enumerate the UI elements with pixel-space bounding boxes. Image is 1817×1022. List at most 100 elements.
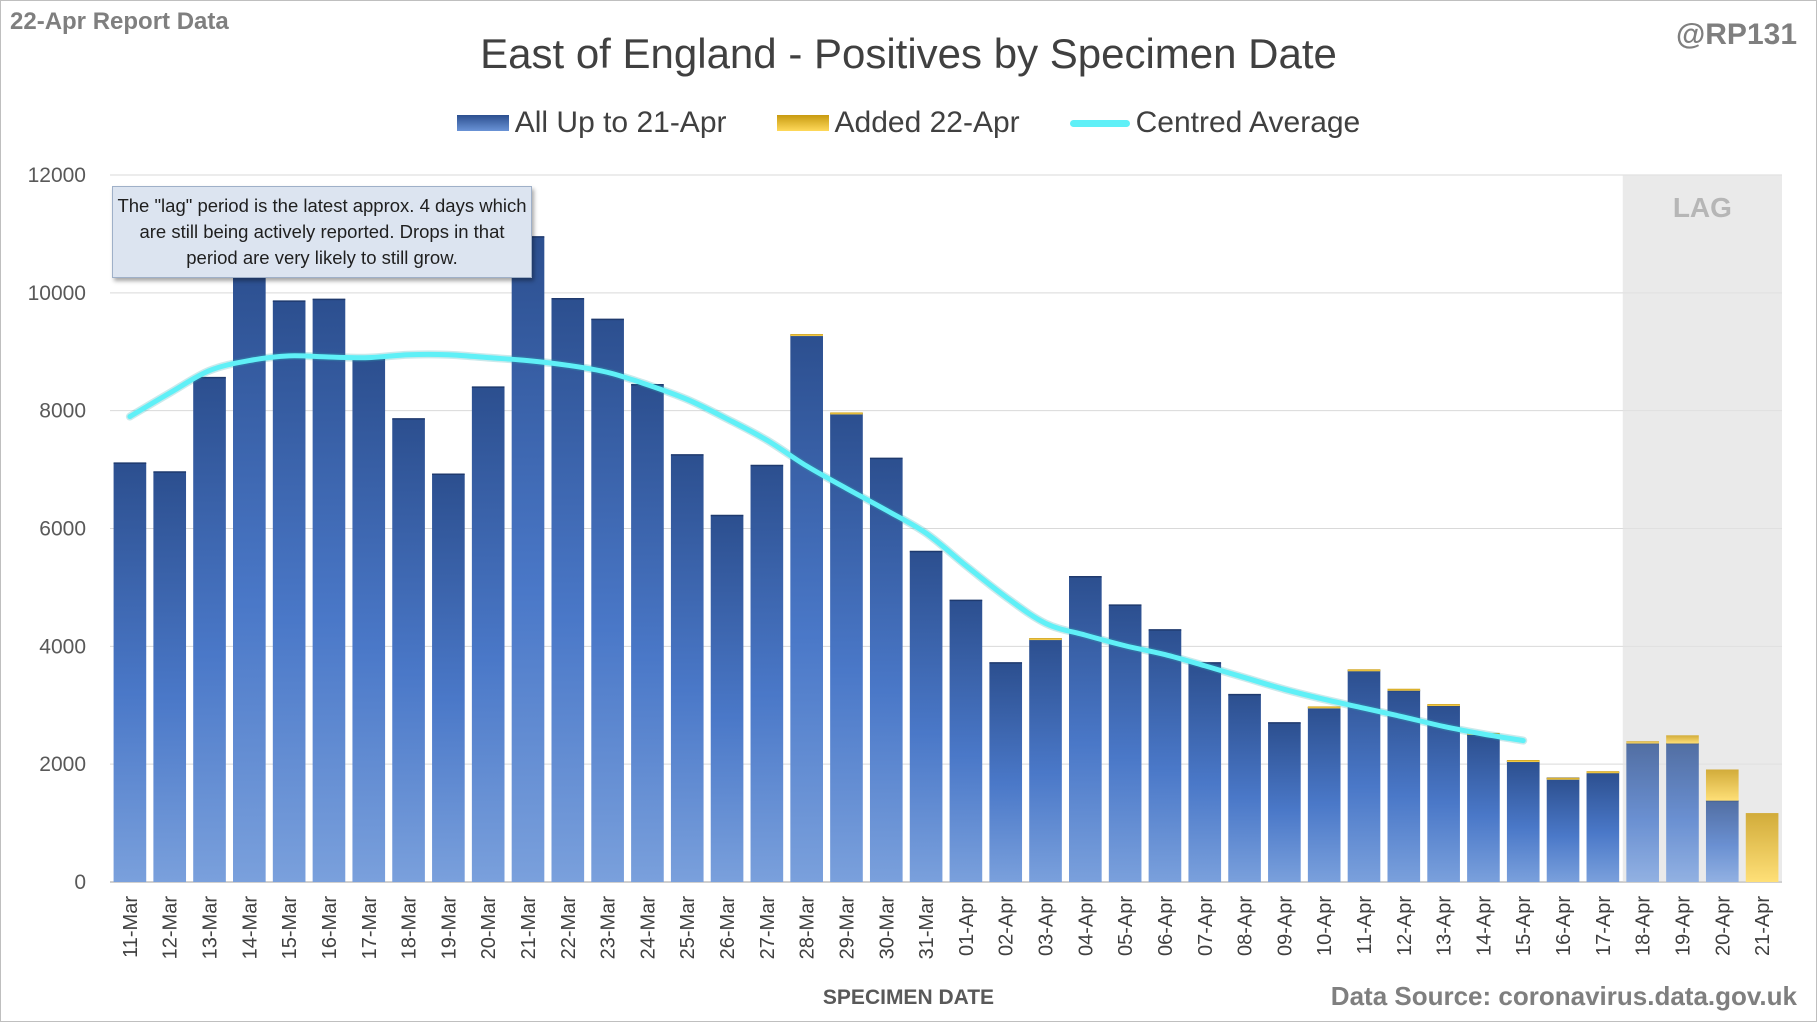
legend-item-base: All Up to 21-Apr (456, 106, 727, 140)
bar-base (272, 301, 306, 882)
x-tick-label: 02-Apr (996, 896, 1018, 956)
bar-base (471, 387, 505, 882)
legend-item-average: Centred Average (1069, 106, 1361, 140)
x-tick-label: 24-Mar (637, 896, 659, 960)
bar-base (1586, 772, 1620, 882)
bar-base (710, 515, 744, 882)
x-tick-label: 11-Apr (1354, 896, 1376, 955)
bar-base (1427, 705, 1460, 882)
bar-base (1307, 707, 1341, 882)
bar-base (949, 600, 983, 882)
bar-added (1347, 669, 1381, 672)
legend-label-added: Added 22-Apr (834, 106, 1020, 139)
bar-base (1626, 743, 1659, 882)
y-tick-label: 8000 (39, 400, 86, 423)
bar-added (1387, 688, 1421, 691)
x-tick-label: 15-Apr (1513, 896, 1535, 956)
x-tick-label: 17-Mar (359, 896, 381, 960)
bar-base (1387, 690, 1421, 882)
lag-label: LAG (1673, 192, 1732, 223)
gridlines (110, 174, 1782, 883)
x-axis-title: SPECIMEN DATE (822, 986, 995, 1009)
legend-swatch-base (456, 115, 509, 131)
bar-base (909, 551, 943, 882)
bar-base (1148, 629, 1182, 882)
bar-base (1108, 605, 1142, 882)
x-tick-label: 31-Mar (916, 896, 938, 960)
average-line (127, 351, 1526, 744)
x-tick-label: 05-Apr (1115, 896, 1137, 956)
x-tick-label: 12-Mar (160, 896, 182, 960)
legend-label-average: Centred Average (1135, 106, 1361, 139)
bar-added (1546, 777, 1580, 780)
bar-base (631, 384, 664, 882)
average-line-layer (125, 350, 1528, 745)
x-tick-label: 19-Mar (438, 896, 460, 960)
bar-base (1228, 694, 1261, 882)
x-tick-label: 15-Mar (279, 896, 301, 960)
y-tick-label: 10000 (28, 282, 86, 305)
x-tick-label: 11-Mar (120, 896, 142, 958)
legend-swatch-average (1069, 119, 1130, 127)
legend-swatch-added (776, 115, 829, 131)
x-tick-label: 29-Mar (836, 896, 858, 960)
bar-base (392, 418, 425, 882)
x-tick-label: 12-Apr (1394, 896, 1416, 956)
bar-base (511, 236, 545, 883)
x-tick-label: 16-Apr (1553, 896, 1575, 956)
x-tick-label: 21-Apr (1752, 896, 1774, 956)
bar-base (193, 377, 226, 882)
y-tick-label: 12000 (28, 164, 86, 187)
x-tick-label: 22-Mar (558, 896, 580, 960)
x-tick-label: 10-Apr (1314, 896, 1336, 956)
legend-label-base: All Up to 21-Apr (514, 106, 727, 139)
bar-added (830, 412, 863, 415)
x-tick-label: 18-Apr (1633, 896, 1655, 956)
x-tick-label: 19-Apr (1672, 896, 1694, 956)
bar-added (790, 334, 823, 337)
x-axis-ticks: 11-Mar 12-Mar 13-Mar 14-Mar 15-Mar 16-Mar 17-M… (120, 896, 1774, 960)
bar-base (670, 454, 704, 882)
report-label: 22-Apr Report Data (10, 8, 229, 35)
y-axis-ticks: 0 2000 4000 6000 8000 10000 12000 (28, 164, 86, 894)
x-tick-label: 08-Apr (1235, 896, 1257, 956)
bar-base (1666, 743, 1699, 882)
bars (113, 175, 1782, 883)
bar-base (153, 471, 187, 882)
x-tick-label: 18-Mar (399, 896, 421, 960)
x-tick-label: 13-Apr (1434, 896, 1456, 956)
x-tick-label: 30-Mar (876, 896, 898, 960)
x-tick-label: 09-Apr (1274, 896, 1296, 956)
legend-item-added: Added 22-Apr (776, 106, 1020, 140)
x-tick-label: 07-Apr (1195, 896, 1217, 956)
bar-base (432, 474, 465, 882)
x-tick-label: 20-Apr (1712, 896, 1734, 956)
author-handle: @RP131 (1676, 18, 1797, 51)
x-tick-label: 06-Apr (1155, 896, 1177, 956)
bar-added (1626, 741, 1659, 744)
x-tick-label: 01-Apr (956, 896, 978, 956)
bar-base (352, 358, 386, 882)
bar-base (233, 265, 266, 883)
bar-base (1546, 778, 1580, 882)
x-tick-label: 23-Mar (598, 896, 620, 960)
bar-added (1705, 769, 1739, 801)
y-tick-label: 0 (74, 871, 86, 894)
lag-overlay (1622, 175, 1782, 882)
bar-base (790, 335, 823, 883)
bar-added (1029, 638, 1062, 641)
legend: All Up to 21-Apr Added 22-Apr Centred Av… (0, 106, 1817, 140)
bar-added (1307, 706, 1341, 709)
bar-base (869, 458, 903, 882)
bar-added (1427, 704, 1460, 707)
x-tick-label: 20-Mar (478, 896, 500, 960)
data-source: Data Source: coronavirus.data.gov.uk (1330, 981, 1797, 1011)
x-tick-label: 03-Apr (1036, 896, 1058, 956)
x-tick-label: 14-Mar (239, 896, 261, 960)
bar-base (591, 319, 624, 882)
x-tick-label: 14-Apr (1473, 896, 1495, 956)
bar-base (1467, 734, 1500, 882)
bar-base (1029, 639, 1062, 882)
x-tick-label: 21-Mar (518, 896, 540, 960)
